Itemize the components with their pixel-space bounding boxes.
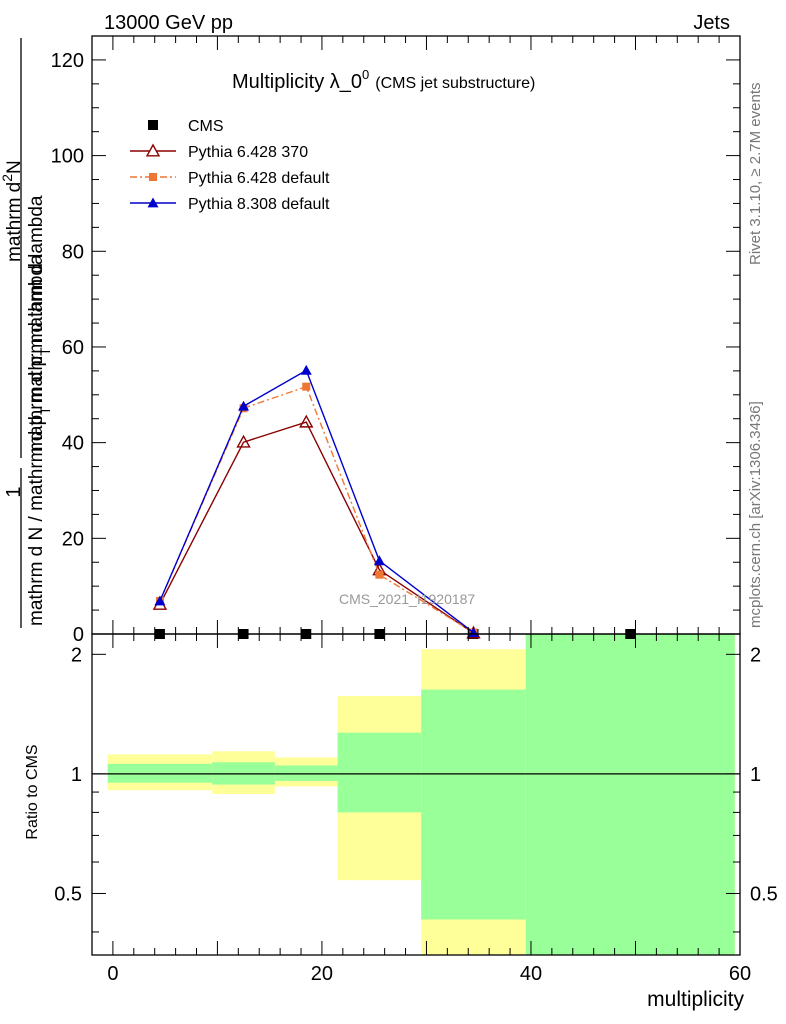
ratio-band-inner-4 <box>421 689 526 920</box>
ylabel-denominator-1-text: mathrm d N / mathrm d p <box>26 415 47 626</box>
y-tick-label-ratio-left: 1 <box>71 764 82 786</box>
ratio-bands <box>107 634 735 955</box>
ratio-band-inner-2 <box>274 765 338 781</box>
y-tick-label-ratio-right: 1 <box>750 764 761 786</box>
x-tick-label: 60 <box>729 963 751 985</box>
y-tick-label-ratio-left: 0.5 <box>54 883 82 905</box>
y-tick-label-ratio-left: 2 <box>71 644 82 666</box>
ratio-band-inner-0 <box>107 763 213 783</box>
ylabel-numerator-2-text: mathrm d <box>4 182 25 262</box>
y-tick-label-ratio-right: 0.5 <box>750 883 778 905</box>
legend-label-3: Pythia 8.308 default <box>188 196 330 213</box>
series-point-3-2 <box>300 364 312 375</box>
ylabel-numerator-2: mathrm d2N <box>0 160 25 262</box>
series-line-1 <box>159 421 474 634</box>
legend-marker-2 <box>149 173 157 181</box>
ylabel-denominator-1: mathrm d N / mathrm d pTmathrm d lambda <box>26 254 53 626</box>
x-tick-label: 40 <box>520 963 542 985</box>
legend-label-1: Pythia 6.428 370 <box>188 144 308 161</box>
header-energy-label: 13000 GeV pp <box>104 12 233 34</box>
legend-label-0: CMS <box>188 118 224 135</box>
ylabel-numerator-2-end: N <box>4 160 25 174</box>
y-tick-label-main: 20 <box>62 528 84 550</box>
x-axis-label: multiplicity <box>647 988 744 1011</box>
series-point-3-0 <box>154 595 166 606</box>
legend-marker-3 <box>147 197 159 208</box>
ratio-band-inner-3 <box>337 732 422 813</box>
axis-ticks <box>91 35 741 955</box>
series-point-1-2 <box>299 414 314 428</box>
y-tick-label-main: 120 <box>51 50 84 72</box>
y-tick-label-main: 100 <box>51 146 84 168</box>
ylabel-denominator-1-end: mathrm d lambda <box>26 254 47 402</box>
series-point-2-2 <box>302 382 311 391</box>
series-point-3-1 <box>238 400 250 411</box>
main-ylabel: 1 mathrm d N / mathrm d pTmathrm d lambd… <box>0 38 53 628</box>
legend-marker-1 <box>145 143 161 157</box>
legend-marker-0 <box>148 120 158 130</box>
header-process-label: Jets <box>693 12 730 34</box>
plot-title: Multiplicity λ_00 (CMS jet substructure) <box>232 67 535 93</box>
ylabel-denominator-2-text: mathrm d p <box>26 356 47 452</box>
series-point-2-3 <box>375 570 384 579</box>
mcplots-reference-text: mcplots.cern.ch [arXiv:1306.3436] <box>747 401 764 628</box>
y-tick-label-main: 80 <box>62 241 84 263</box>
legend-label-2: Pythia 6.428 default <box>188 170 330 187</box>
plot-title-main: Multiplicity λ_0 <box>232 71 362 93</box>
ratio-plot-frame <box>91 633 741 956</box>
y-tick-label-main: 0 <box>73 624 84 646</box>
ratio-ylabel: Ratio to CMS <box>24 744 41 839</box>
ylabel-denominator-1-sub: T <box>37 406 53 415</box>
ylabel-denominator-2-end: mathrm d lambda <box>26 195 47 343</box>
rivet-version-text: Rivet 3.1.10, ≥ 2.7M events <box>747 83 764 266</box>
y-tick-label-main: 40 <box>62 433 84 455</box>
ratio-band-inner-5 <box>525 634 735 955</box>
ylabel-numerator-2-sup: 2 <box>0 174 15 182</box>
x-tick-label: 0 <box>107 963 118 985</box>
ylabel-numerator-1: 1 <box>3 486 25 497</box>
y-tick-label-ratio-right: 2 <box>750 644 761 666</box>
series-point-3-3 <box>373 555 385 566</box>
analysis-watermark: CMS_2021_I1920187 <box>339 591 475 607</box>
plot-title-sup: 0 <box>362 67 369 82</box>
plot-title-sub: (CMS jet substructure) <box>375 75 535 92</box>
x-tick-label: 20 <box>311 963 333 985</box>
axis-tick-labels: 0 20 40 60 80 100 120 0 20 40 60 0.5 0.5 1 1 2 2 <box>51 50 778 985</box>
ylabel-denominator-2-sub: T <box>37 347 53 356</box>
series-point-1-1 <box>236 434 251 448</box>
legend: CMS Pythia 6.428 370 Pythia 6.428 default P… <box>130 118 330 213</box>
ylabel-denominator-2: mathrm d pTmathrm d lambda <box>26 195 53 452</box>
y-tick-label-main: 60 <box>62 337 84 359</box>
